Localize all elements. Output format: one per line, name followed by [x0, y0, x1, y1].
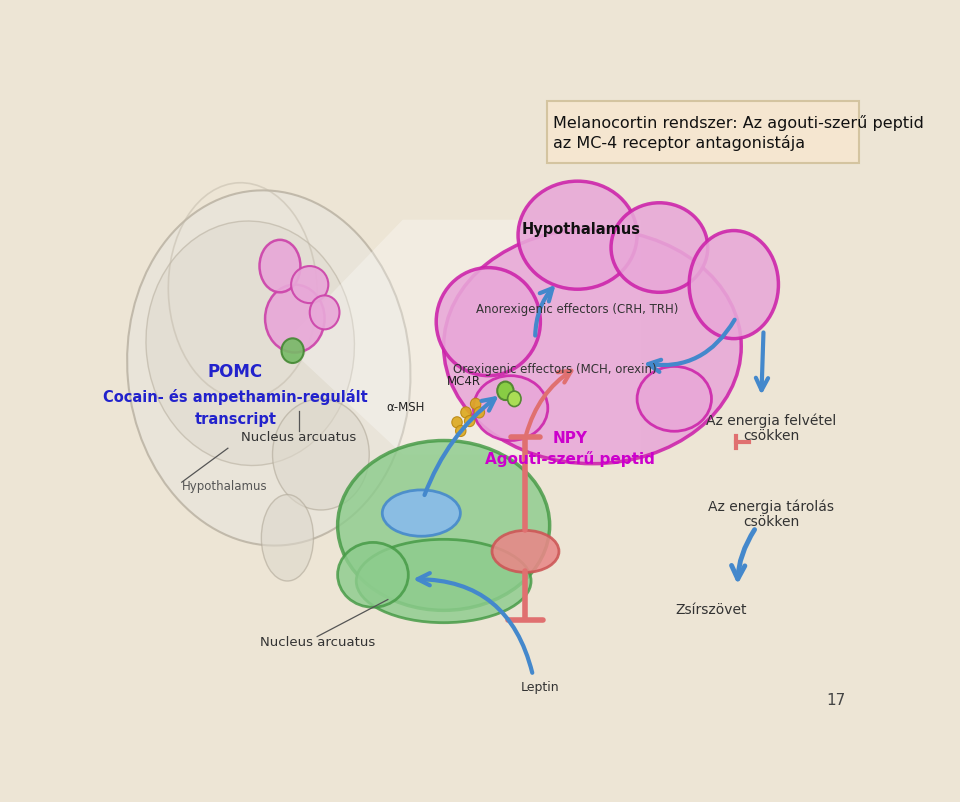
Text: Hypothalamus: Hypothalamus — [181, 480, 268, 493]
Text: Hypothalamus: Hypothalamus — [522, 221, 640, 237]
Text: NPY: NPY — [553, 431, 588, 446]
Ellipse shape — [436, 268, 540, 375]
Ellipse shape — [265, 285, 324, 353]
Text: csökken: csökken — [743, 429, 799, 443]
Ellipse shape — [689, 230, 779, 338]
Ellipse shape — [273, 399, 370, 510]
Ellipse shape — [456, 425, 466, 436]
FancyBboxPatch shape — [547, 101, 859, 163]
Ellipse shape — [338, 440, 550, 610]
Ellipse shape — [508, 391, 521, 407]
Ellipse shape — [474, 407, 485, 418]
Ellipse shape — [470, 399, 481, 409]
Text: Anorexigenic effectors (CRH, TRH): Anorexigenic effectors (CRH, TRH) — [476, 303, 679, 316]
Ellipse shape — [518, 181, 637, 290]
Text: Agouti-szerű peptid: Agouti-szerű peptid — [485, 452, 655, 468]
Ellipse shape — [637, 367, 711, 431]
Text: Orexigenic effectors (MCH, orexin): Orexigenic effectors (MCH, orexin) — [453, 363, 657, 375]
Ellipse shape — [291, 266, 328, 303]
Text: MC4R: MC4R — [446, 375, 481, 388]
Ellipse shape — [356, 539, 531, 622]
Text: csökken: csökken — [743, 516, 799, 529]
Text: Zsírszövet: Zsírszövet — [676, 603, 747, 617]
Ellipse shape — [338, 542, 408, 607]
Ellipse shape — [382, 490, 461, 537]
Ellipse shape — [127, 190, 411, 545]
Text: transcript: transcript — [194, 411, 276, 427]
Text: Cocain- és ampethamin-regulált: Cocain- és ampethamin-regulált — [103, 389, 368, 405]
Ellipse shape — [261, 495, 313, 581]
Text: Leptin: Leptin — [521, 682, 560, 695]
Ellipse shape — [146, 221, 354, 465]
Ellipse shape — [444, 229, 741, 464]
Ellipse shape — [281, 338, 303, 363]
Text: POMC: POMC — [207, 363, 263, 381]
Ellipse shape — [497, 382, 514, 400]
Ellipse shape — [465, 415, 475, 427]
Polygon shape — [284, 220, 641, 455]
Ellipse shape — [259, 240, 300, 292]
Ellipse shape — [611, 203, 708, 292]
Text: 17: 17 — [827, 693, 846, 707]
Text: Az energia felvétel: Az energia felvétel — [706, 413, 836, 427]
Ellipse shape — [452, 417, 463, 427]
Ellipse shape — [473, 375, 548, 440]
Text: Melanocortin rendszer: Az agouti-szerű peptid: Melanocortin rendszer: Az agouti-szerű p… — [553, 115, 924, 131]
Text: Nucleus arcuatus: Nucleus arcuatus — [259, 636, 374, 650]
Text: Nucleus arcuatus: Nucleus arcuatus — [241, 431, 356, 444]
Ellipse shape — [461, 407, 471, 418]
Text: Az energia tárolás: Az energia tárolás — [708, 500, 834, 514]
Ellipse shape — [492, 530, 559, 573]
Ellipse shape — [310, 295, 340, 330]
Text: α-MSH: α-MSH — [387, 401, 425, 414]
Text: az MC-4 receptor antagonistája: az MC-4 receptor antagonistája — [553, 135, 805, 151]
